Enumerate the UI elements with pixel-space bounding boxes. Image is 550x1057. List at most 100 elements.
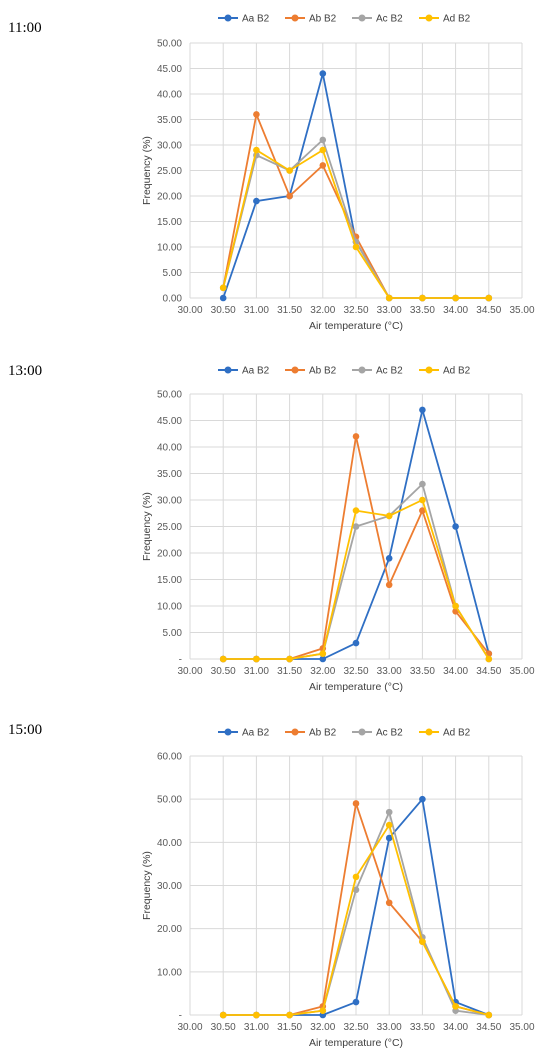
legend-label: Ab B2 [309,14,337,25]
data-point [452,523,459,530]
y-tick-label: 45.00 [157,416,182,427]
data-point [319,136,327,144]
data-point [385,555,393,562]
legend-label: Ac B2 [376,728,403,739]
y-tick-label: 30.00 [157,496,182,507]
y-tick-label: 15.00 [157,217,182,228]
y-tick-label: 25.00 [157,166,182,177]
x-tick-label: 30.00 [177,305,202,316]
x-tick-label: 33.00 [377,1022,402,1033]
legend-marker [291,366,299,374]
data-point [452,1003,459,1010]
x-tick-label: 31.50 [277,666,302,677]
legend-entry: Ad B2 [419,14,471,25]
legend-marker [358,728,366,736]
data-point [352,507,360,514]
time-label: 11:00 [8,20,42,36]
data-point [485,294,493,302]
data-point [385,808,393,816]
y-tick-label: 30.00 [157,881,182,892]
line-chart-1100: 30.00 30.50 31.00 31.50 32.00 32.50 33.00 33.50… [141,14,535,333]
data-point [452,294,459,302]
y-tick-label: 45.00 [157,64,182,75]
legend-entry: Ab B2 [285,14,337,25]
x-tick-label: 32.50 [343,305,368,316]
y-axis-title: Frequency (%) [141,851,153,920]
legend-entry: Ab B2 [285,366,337,377]
data-point [219,294,227,302]
legend-marker [358,366,366,374]
y-tick-label: 60.00 [157,752,182,763]
y-tick-label: 50.00 [157,39,182,50]
y-tick-label: - [179,655,182,666]
y-tick-label: - [179,1011,182,1022]
legend-marker [425,14,433,22]
line-chart-1300: 30.00 30.50 31.00 31.50 32.00 32.50 33.00 33.50… [141,366,535,694]
data-point [385,834,393,842]
x-tick-label: 33.00 [377,666,402,677]
y-tick-label: 5.00 [163,268,183,279]
data-point [352,243,360,251]
legend-label: Ac B2 [376,366,403,377]
y-tick-label: 10.00 [157,967,182,978]
time-label: 13:00 [8,363,43,379]
legend-marker [425,366,433,374]
data-point [319,650,327,657]
legend-entry: Aa B2 [218,366,270,377]
data-point [286,655,293,663]
x-tick-label: 32.50 [343,666,368,677]
data-point [352,886,360,894]
y-tick-label: 35.00 [157,115,182,126]
series-ad-b2 [219,146,493,302]
legend-marker [291,14,299,22]
legend-label: Ab B2 [309,366,337,377]
data-point [253,197,260,205]
y-tick-label: 20.00 [157,192,182,203]
data-point [385,821,393,829]
x-tick-label: 30.50 [211,305,236,316]
data-point [385,294,393,302]
x-axis-title: Air temperature (°C) [309,320,403,332]
x-tick-label: 32.00 [310,1022,335,1033]
x-tick-label: 35.00 [509,305,534,316]
y-axis-title: Frequency (%) [141,136,153,205]
x-tick-label: 31.00 [244,666,269,677]
legend-entry: Ad B2 [419,366,471,377]
x-tick-label: 34.50 [476,305,501,316]
data-point [485,655,493,663]
data-point [419,507,426,514]
x-tick-label: 34.00 [443,666,468,677]
data-point [352,523,360,530]
legend-label: Aa B2 [242,366,270,377]
data-point [219,655,227,663]
legend-entry: Ac B2 [352,14,403,25]
data-point [385,512,393,520]
data-point [253,146,260,154]
data-point [352,873,360,881]
x-tick-label: 33.50 [410,305,435,316]
data-point [286,167,293,174]
y-tick-label: 40.00 [157,90,182,101]
legend-marker [291,728,299,736]
data-point [286,192,293,200]
data-point [219,1011,227,1019]
legend-marker [224,366,232,374]
y-tick-label: 20.00 [157,924,182,935]
y-axis-title: Frequency (%) [141,492,153,561]
x-tick-label: 31.00 [244,305,269,316]
legend-label: Ab B2 [309,728,337,739]
x-tick-label: 34.50 [476,666,501,677]
chart-panel-1100: 11:00 30.00 30.50 31.00 31.50 32.00 32.50 33.0… [0,0,550,345]
y-tick-label: 30.00 [157,141,182,152]
y-tick-label: 50.00 [157,390,182,401]
x-tick-label: 32.00 [310,305,335,316]
data-point [419,480,426,488]
data-point [319,146,327,154]
legend-label: Ad B2 [443,366,471,377]
y-tick-label: 35.00 [157,469,182,480]
y-tick-label: 0.00 [163,294,183,305]
legend-entry: Aa B2 [218,14,270,25]
x-tick-label: 33.50 [410,666,435,677]
data-point [253,111,260,118]
data-point [352,800,360,807]
